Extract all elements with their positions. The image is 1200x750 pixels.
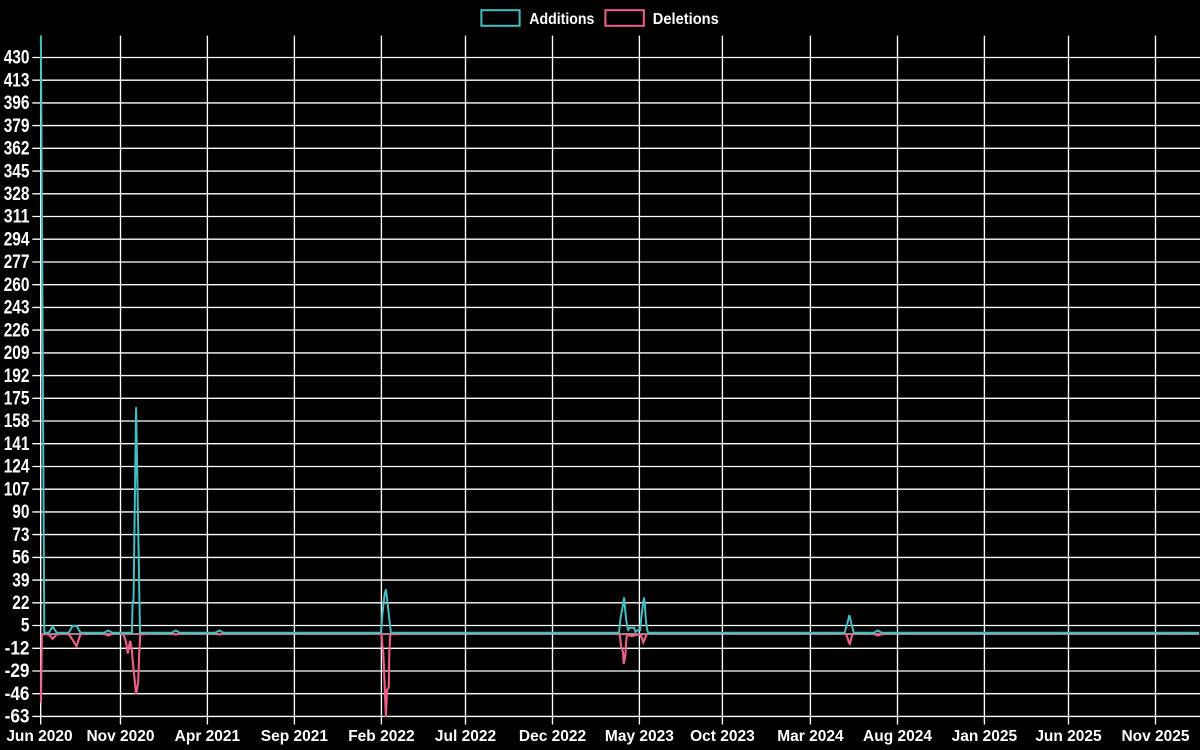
svg-text:209: 209 xyxy=(4,342,30,364)
svg-text:277: 277 xyxy=(4,251,30,273)
svg-text:345: 345 xyxy=(4,160,30,182)
svg-text:May 2023: May 2023 xyxy=(605,728,674,745)
svg-text:Jul 2022: Jul 2022 xyxy=(435,728,496,745)
svg-text:Dec 2022: Dec 2022 xyxy=(519,728,586,745)
svg-text:90: 90 xyxy=(12,501,29,523)
svg-text:-29: -29 xyxy=(5,660,30,682)
svg-text:Oct 2023: Oct 2023 xyxy=(690,728,755,745)
svg-text:-12: -12 xyxy=(5,638,30,660)
svg-text:Apr 2021: Apr 2021 xyxy=(175,728,241,745)
svg-text:175: 175 xyxy=(4,388,30,410)
svg-text:5: 5 xyxy=(21,615,30,637)
svg-text:243: 243 xyxy=(4,297,30,319)
svg-text:Jun 2020: Jun 2020 xyxy=(6,728,72,745)
svg-text:328: 328 xyxy=(4,183,30,205)
svg-text:Nov 2025: Nov 2025 xyxy=(1121,728,1189,745)
svg-text:413: 413 xyxy=(4,69,30,91)
svg-text:Sep 2021: Sep 2021 xyxy=(261,728,329,745)
svg-text:Jan 2025: Jan 2025 xyxy=(952,728,1018,745)
svg-text:39: 39 xyxy=(12,569,29,591)
svg-text:Jun 2025: Jun 2025 xyxy=(1035,728,1102,745)
svg-text:Nov 2020: Nov 2020 xyxy=(86,728,154,745)
svg-text:141: 141 xyxy=(4,433,30,455)
svg-text:Mar 2024: Mar 2024 xyxy=(777,728,844,745)
svg-text:56: 56 xyxy=(12,547,29,569)
svg-text:192: 192 xyxy=(4,365,30,387)
svg-text:260: 260 xyxy=(4,274,30,296)
svg-text:-63: -63 xyxy=(5,706,30,728)
svg-text:294: 294 xyxy=(4,228,30,250)
svg-text:Additions: Additions xyxy=(529,11,594,28)
svg-text:107: 107 xyxy=(4,478,30,500)
svg-text:158: 158 xyxy=(4,410,30,432)
svg-text:379: 379 xyxy=(4,115,30,137)
svg-text:311: 311 xyxy=(4,206,30,228)
svg-text:Feb 2022: Feb 2022 xyxy=(348,728,414,745)
svg-text:Deletions: Deletions xyxy=(653,11,719,28)
svg-text:22: 22 xyxy=(12,592,29,614)
svg-text:-46: -46 xyxy=(5,683,30,705)
svg-text:124: 124 xyxy=(4,456,30,478)
svg-text:73: 73 xyxy=(12,524,29,546)
svg-text:430: 430 xyxy=(4,47,30,69)
svg-text:Aug 2024: Aug 2024 xyxy=(863,728,932,745)
svg-text:362: 362 xyxy=(4,138,30,160)
svg-text:396: 396 xyxy=(4,92,30,114)
svg-text:226: 226 xyxy=(4,319,30,341)
